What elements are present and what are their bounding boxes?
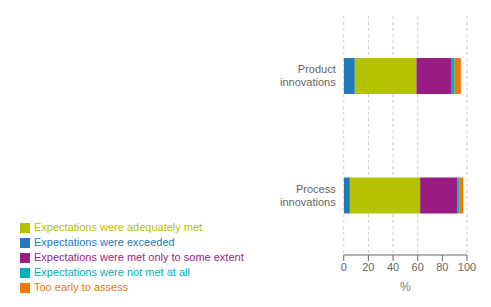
svg-text:40: 40 [387, 261, 399, 273]
svg-text:20: 20 [362, 261, 374, 273]
html-text:Expectations were not met at a: Expectations were not met at all [34, 266, 190, 278]
svg-text:60: 60 [412, 261, 424, 273]
svg-text:80: 80 [436, 261, 448, 273]
svg-text:%: % [400, 280, 411, 294]
svg-text:Processinnovations: Processinnovations [280, 183, 336, 208]
svg-text:0: 0 [341, 261, 347, 273]
html-text:Expectations were exceeded: Expectations were exceeded [34, 236, 175, 248]
html-text:Too early to assess: Too early to assess [34, 281, 129, 293]
svg-text:Productinnovations: Productinnovations [280, 63, 336, 88]
html-text:Expectations were adequately m: Expectations were adequately met [34, 221, 203, 233]
html-text:Expectations were met only to: Expectations were met only to some exten… [34, 251, 244, 263]
svg-text:100: 100 [458, 261, 476, 273]
